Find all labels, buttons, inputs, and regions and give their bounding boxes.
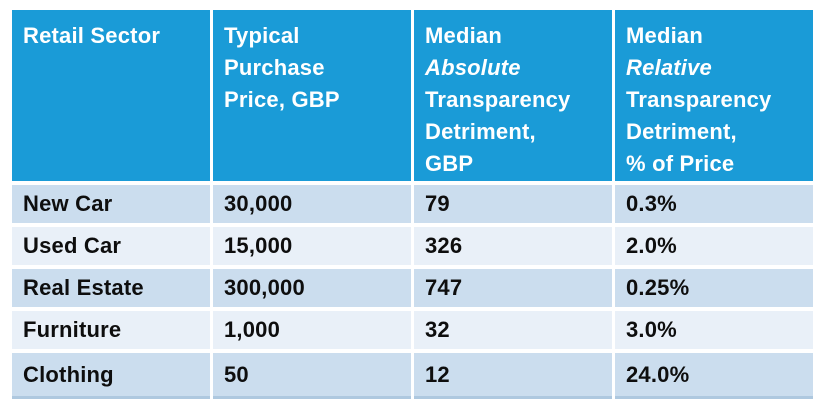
column-header-4: Median Relative Transparency Detriment, % of… [615,10,813,181]
column-header-3-line-4: Detriment, [425,119,536,144]
table-cell-row4-col3: 32 [414,311,612,349]
column-header-2-line-2: Purchase [224,55,325,80]
table-cell-row4-col1: Furniture [12,311,210,349]
table-cell-row3-col3: 747 [414,269,612,307]
table-cell-row5-col1: Clothing [12,353,210,399]
column-header-3-line-5: GBP [425,151,474,176]
table-cell-row2-col3: 326 [414,227,612,265]
table-cell-row2-col2: 15,000 [213,227,411,265]
column-header-4-line-3: Transparency [626,87,772,112]
column-header-4-line-1: Median [626,23,703,48]
table-cell-row4-col4: 3.0% [615,311,813,349]
table-cell-row1-col4: 0.3% [615,185,813,223]
column-header-3-line-1: Median [425,23,502,48]
table-cell-row1-col2: 30,000 [213,185,411,223]
table-cell-row1-col3: 79 [414,185,612,223]
table-cell-row3-col1: Real Estate [12,269,210,307]
table-cell-row5-col4: 24.0% [615,353,813,399]
table-cell-row5-col2: 50 [213,353,411,399]
column-header-1: Retail Sector [12,10,210,181]
table-cell-row2-col4: 2.0% [615,227,813,265]
table-cell-row1-col1: New Car [12,185,210,223]
column-header-2: Typical Purchase Price, GBP [213,10,411,181]
column-header-4-line-4: Detriment, [626,119,737,144]
column-header-1-line-1: Retail Sector [23,23,161,48]
retail-detriment-table: Retail Sector Typical Purchase Price, GBP Me… [12,10,813,399]
column-header-4-line-2: Relative [626,55,712,80]
column-header-3: Median Absolute Transparency Detriment, GBP [414,10,612,181]
table-cell-row3-col2: 300,000 [213,269,411,307]
table-cell-row2-col1: Used Car [12,227,210,265]
table-cell-row5-col3: 12 [414,353,612,399]
table-cell-row4-col2: 1,000 [213,311,411,349]
column-header-4-line-5: % of Price [626,151,735,176]
column-header-2-line-3: Price, GBP [224,87,340,112]
column-header-3-line-2: Absolute [425,55,521,80]
column-header-3-line-3: Transparency [425,87,571,112]
table-cell-row3-col4: 0.25% [615,269,813,307]
column-header-2-line-1: Typical [224,23,300,48]
